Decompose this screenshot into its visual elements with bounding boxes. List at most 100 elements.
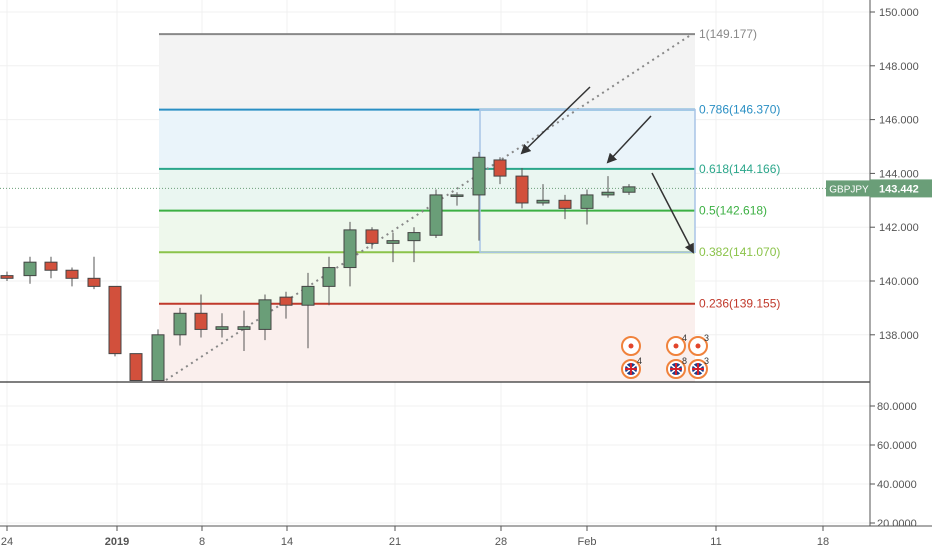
badge-count: 4	[637, 356, 642, 366]
candle-body	[301, 285, 315, 306]
event-badges[interactable]: 4 3 4 8 3	[621, 333, 709, 379]
candle-body	[472, 156, 486, 196]
candle	[108, 285, 122, 357]
price-tag	[870, 179, 932, 198]
fib-level-label: 0.5(142.618)	[699, 204, 767, 218]
candle-body	[0, 275, 14, 279]
price-tick-label: 144.000	[879, 168, 919, 180]
candle	[215, 313, 229, 338]
candle-body	[622, 186, 636, 193]
time-tick-label: 2019	[105, 536, 129, 548]
fib-band	[159, 168, 695, 211]
candle-body	[194, 312, 208, 330]
target-icon[interactable]: 4	[666, 333, 687, 356]
fib-band	[159, 109, 695, 169]
candle-body	[279, 296, 293, 306]
candle	[365, 227, 379, 249]
candle-body	[343, 229, 357, 269]
candle	[322, 256, 336, 306]
fib-level-label: 0.786(146.370)	[699, 103, 780, 117]
candle-body	[173, 312, 187, 336]
candle-body	[601, 191, 615, 196]
candle	[558, 194, 572, 220]
candle-body	[365, 229, 379, 244]
badge-count: 8	[682, 356, 687, 366]
uk-flag-icon[interactable]: 4	[621, 356, 642, 379]
time-tick-label: 28	[495, 536, 507, 548]
candle-body	[44, 261, 58, 271]
candle	[472, 151, 486, 241]
annotation-arrow[interactable]	[651, 172, 694, 254]
time-tick-label: 14	[281, 536, 293, 548]
candle-body	[108, 285, 122, 355]
annotation-arrow[interactable]	[606, 115, 652, 164]
candle	[407, 227, 421, 263]
symbol-price-tag: GBPJPY 143.442	[826, 179, 932, 198]
time-tick-label: 24	[1, 536, 13, 548]
time-axis-bg	[0, 526, 932, 550]
candle-body	[536, 199, 550, 204]
price-tick-label: 148.000	[879, 61, 919, 73]
fib-band	[159, 34, 695, 110]
candle	[386, 232, 400, 263]
candle	[129, 353, 143, 382]
candle-body	[580, 194, 594, 209]
candle	[65, 267, 79, 287]
candle	[493, 157, 507, 185]
uk-flag-icon[interactable]: 3	[688, 356, 709, 379]
price-tick-label: 146.000	[879, 115, 919, 127]
time-tick-label: 18	[817, 536, 829, 548]
candle	[580, 189, 594, 225]
annotation-arrow[interactable]	[520, 86, 591, 155]
time-tick-label: 8	[199, 536, 205, 548]
uk-flag-icon[interactable]: 8	[666, 356, 687, 379]
fib-band	[159, 252, 695, 304]
candle-body	[237, 326, 251, 330]
candle	[515, 168, 529, 209]
candle-body	[450, 194, 464, 197]
candle-body	[151, 334, 165, 382]
candle-body	[129, 353, 143, 382]
target-icon[interactable]	[621, 336, 641, 356]
candle	[44, 256, 58, 279]
symbol-tag	[826, 180, 872, 197]
candle	[258, 294, 272, 341]
candle	[151, 329, 165, 382]
time-tick-label: Feb	[578, 536, 597, 548]
candle	[622, 184, 636, 195]
current-price-label: 143.442	[879, 183, 919, 195]
price-axis-bg	[870, 0, 932, 526]
lower-tick-label: 80.0000	[877, 401, 917, 413]
price-tick-label: 142.000	[879, 222, 919, 234]
candle-body	[386, 240, 400, 244]
candle	[173, 307, 187, 346]
candle-body	[215, 326, 229, 330]
candle-body	[322, 267, 336, 287]
target-icon[interactable]: 3	[688, 333, 709, 356]
candle	[450, 192, 464, 206]
price-tick-label: 140.000	[879, 276, 919, 288]
candle	[194, 294, 208, 338]
fib-retracement[interactable]: 1(149.177) 0.786(146.370) 0.618(144.166) 0.…	[0, 27, 870, 382]
fib-band	[159, 303, 695, 382]
candle	[429, 189, 443, 238]
candle-body	[493, 159, 507, 177]
candle-body	[23, 261, 37, 277]
symbol-label: GBPJPY	[829, 184, 869, 195]
badge-count: 3	[704, 356, 709, 366]
candle	[87, 256, 101, 290]
lower-tick-label: 40.0000	[877, 479, 917, 491]
candle	[23, 256, 37, 284]
fib-level-label: 1(149.177)	[699, 27, 757, 41]
badge-count: 3	[704, 333, 709, 343]
price-tick-label: 150.000	[879, 7, 919, 19]
fib-level-label: 0.236(139.155)	[699, 297, 780, 311]
candle-body	[258, 299, 272, 330]
candle-body	[65, 269, 79, 279]
fib-level-label: 0.618(144.166)	[699, 162, 780, 176]
time-tick-label: 11	[710, 536, 721, 548]
time-tick-label: 21	[389, 536, 401, 548]
candles	[0, 151, 636, 382]
